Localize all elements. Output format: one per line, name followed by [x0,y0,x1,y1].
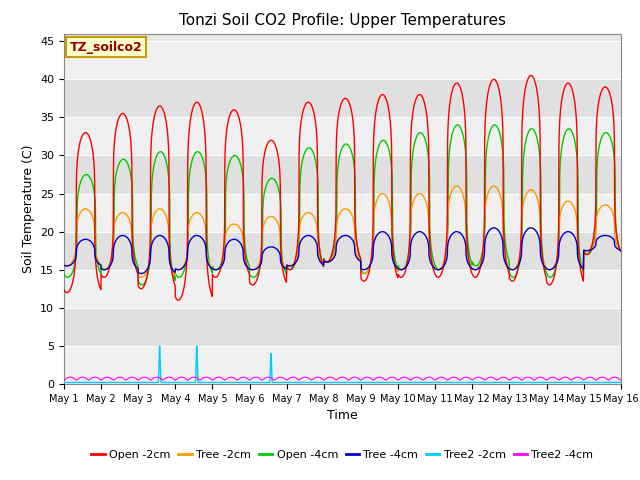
Title: Tonzi Soil CO2 Profile: Upper Temperatures: Tonzi Soil CO2 Profile: Upper Temperatur… [179,13,506,28]
Bar [64,118,621,156]
Y-axis label: Soil Temperature (C): Soil Temperature (C) [22,144,35,273]
X-axis label: Time: Time [327,409,358,422]
Bar [64,232,621,270]
Bar [64,41,621,79]
Bar [64,270,621,308]
Bar [64,346,621,384]
Text: TZ_soilco2: TZ_soilco2 [70,41,142,54]
Bar [64,193,621,232]
Bar [64,79,621,118]
Bar [64,156,621,193]
Bar [64,308,621,346]
Legend: Open -2cm, Tree -2cm, Open -4cm, Tree -4cm, Tree2 -2cm, Tree2 -4cm: Open -2cm, Tree -2cm, Open -4cm, Tree -4… [87,445,598,465]
